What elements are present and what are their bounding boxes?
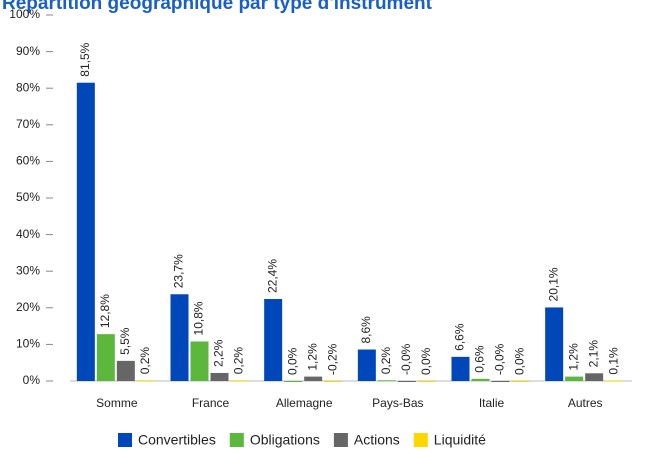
data-label: 0,0% — [419, 347, 433, 375]
legend-swatch — [413, 433, 428, 447]
y-tick-label: 40% — [16, 227, 40, 241]
data-label: 12,8% — [98, 294, 112, 328]
y-tick-label: 30% — [16, 263, 40, 277]
x-tick-label: Pays-Bas — [372, 396, 423, 410]
bar — [397, 381, 416, 382]
data-label: 23,7% — [172, 254, 186, 288]
bar — [605, 380, 624, 382]
legend-label: Actions — [354, 432, 400, 448]
bar — [357, 349, 376, 381]
data-label: 8,6% — [359, 316, 373, 344]
data-label: 0,2% — [138, 347, 152, 375]
x-tick-label: Italie — [479, 396, 505, 410]
data-label: -0,0% — [399, 343, 413, 375]
data-label: 0,2% — [379, 347, 393, 375]
bar — [451, 356, 470, 381]
bar — [284, 381, 303, 382]
data-label: 6,6% — [453, 323, 467, 351]
bar — [190, 341, 209, 381]
bar — [471, 378, 490, 381]
bar — [230, 380, 249, 382]
data-label: 0,2% — [232, 347, 246, 375]
bar — [170, 294, 189, 381]
bar — [585, 373, 604, 381]
y-tick-label: 0% — [23, 373, 41, 387]
data-label: 0,0% — [285, 347, 299, 375]
data-label: 22,4% — [265, 259, 279, 293]
legend-swatch — [229, 433, 244, 447]
data-label: 2,2% — [212, 339, 226, 367]
legend-label: Liquidité — [434, 432, 486, 448]
bar — [545, 307, 564, 381]
y-tick-label: 100% — [9, 7, 40, 21]
data-label: 1,2% — [305, 343, 319, 371]
bar — [76, 82, 95, 382]
data-label: 10,8% — [192, 301, 206, 335]
data-label: 2,1% — [586, 340, 600, 368]
bar — [116, 360, 135, 381]
x-tick-label: Autres — [568, 396, 603, 410]
legend-label: Convertibles — [138, 432, 216, 448]
bar — [304, 376, 323, 381]
y-tick-label: 90% — [16, 44, 40, 58]
legend-label: Obligations — [250, 432, 320, 448]
x-tick-label: Allemagne — [276, 396, 333, 410]
data-label: 5,5% — [118, 327, 132, 355]
data-label: 81,5% — [78, 42, 92, 76]
y-tick-label: 60% — [16, 154, 40, 168]
bar — [511, 381, 530, 382]
data-label: 1,2% — [566, 343, 580, 371]
data-label: 0,6% — [473, 345, 487, 373]
bar — [324, 381, 343, 382]
y-tick-label: 20% — [16, 300, 40, 314]
x-tick-label: France — [192, 396, 230, 410]
bar — [210, 372, 229, 381]
x-tick-label: Somme — [96, 396, 138, 410]
bar — [417, 381, 436, 382]
data-label: 0,1% — [606, 347, 620, 375]
bar — [264, 299, 283, 381]
data-label: -0,2% — [325, 343, 339, 375]
legend-swatch — [333, 433, 348, 447]
bar — [565, 376, 584, 381]
y-tick-label: 80% — [16, 80, 40, 94]
y-tick-label: 70% — [16, 117, 40, 131]
data-label: 20,1% — [546, 267, 560, 301]
bar — [491, 381, 510, 382]
data-label: 0,0% — [513, 347, 527, 375]
bar — [136, 380, 155, 382]
bar — [96, 334, 115, 381]
chart-title: Répartition géographique par type d'inst… — [2, 0, 433, 14]
y-tick-label: 50% — [16, 190, 40, 204]
y-tick-label: 10% — [16, 337, 40, 351]
data-label: -0,0% — [493, 343, 507, 375]
legend-swatch — [118, 433, 132, 447]
bar — [377, 380, 396, 382]
